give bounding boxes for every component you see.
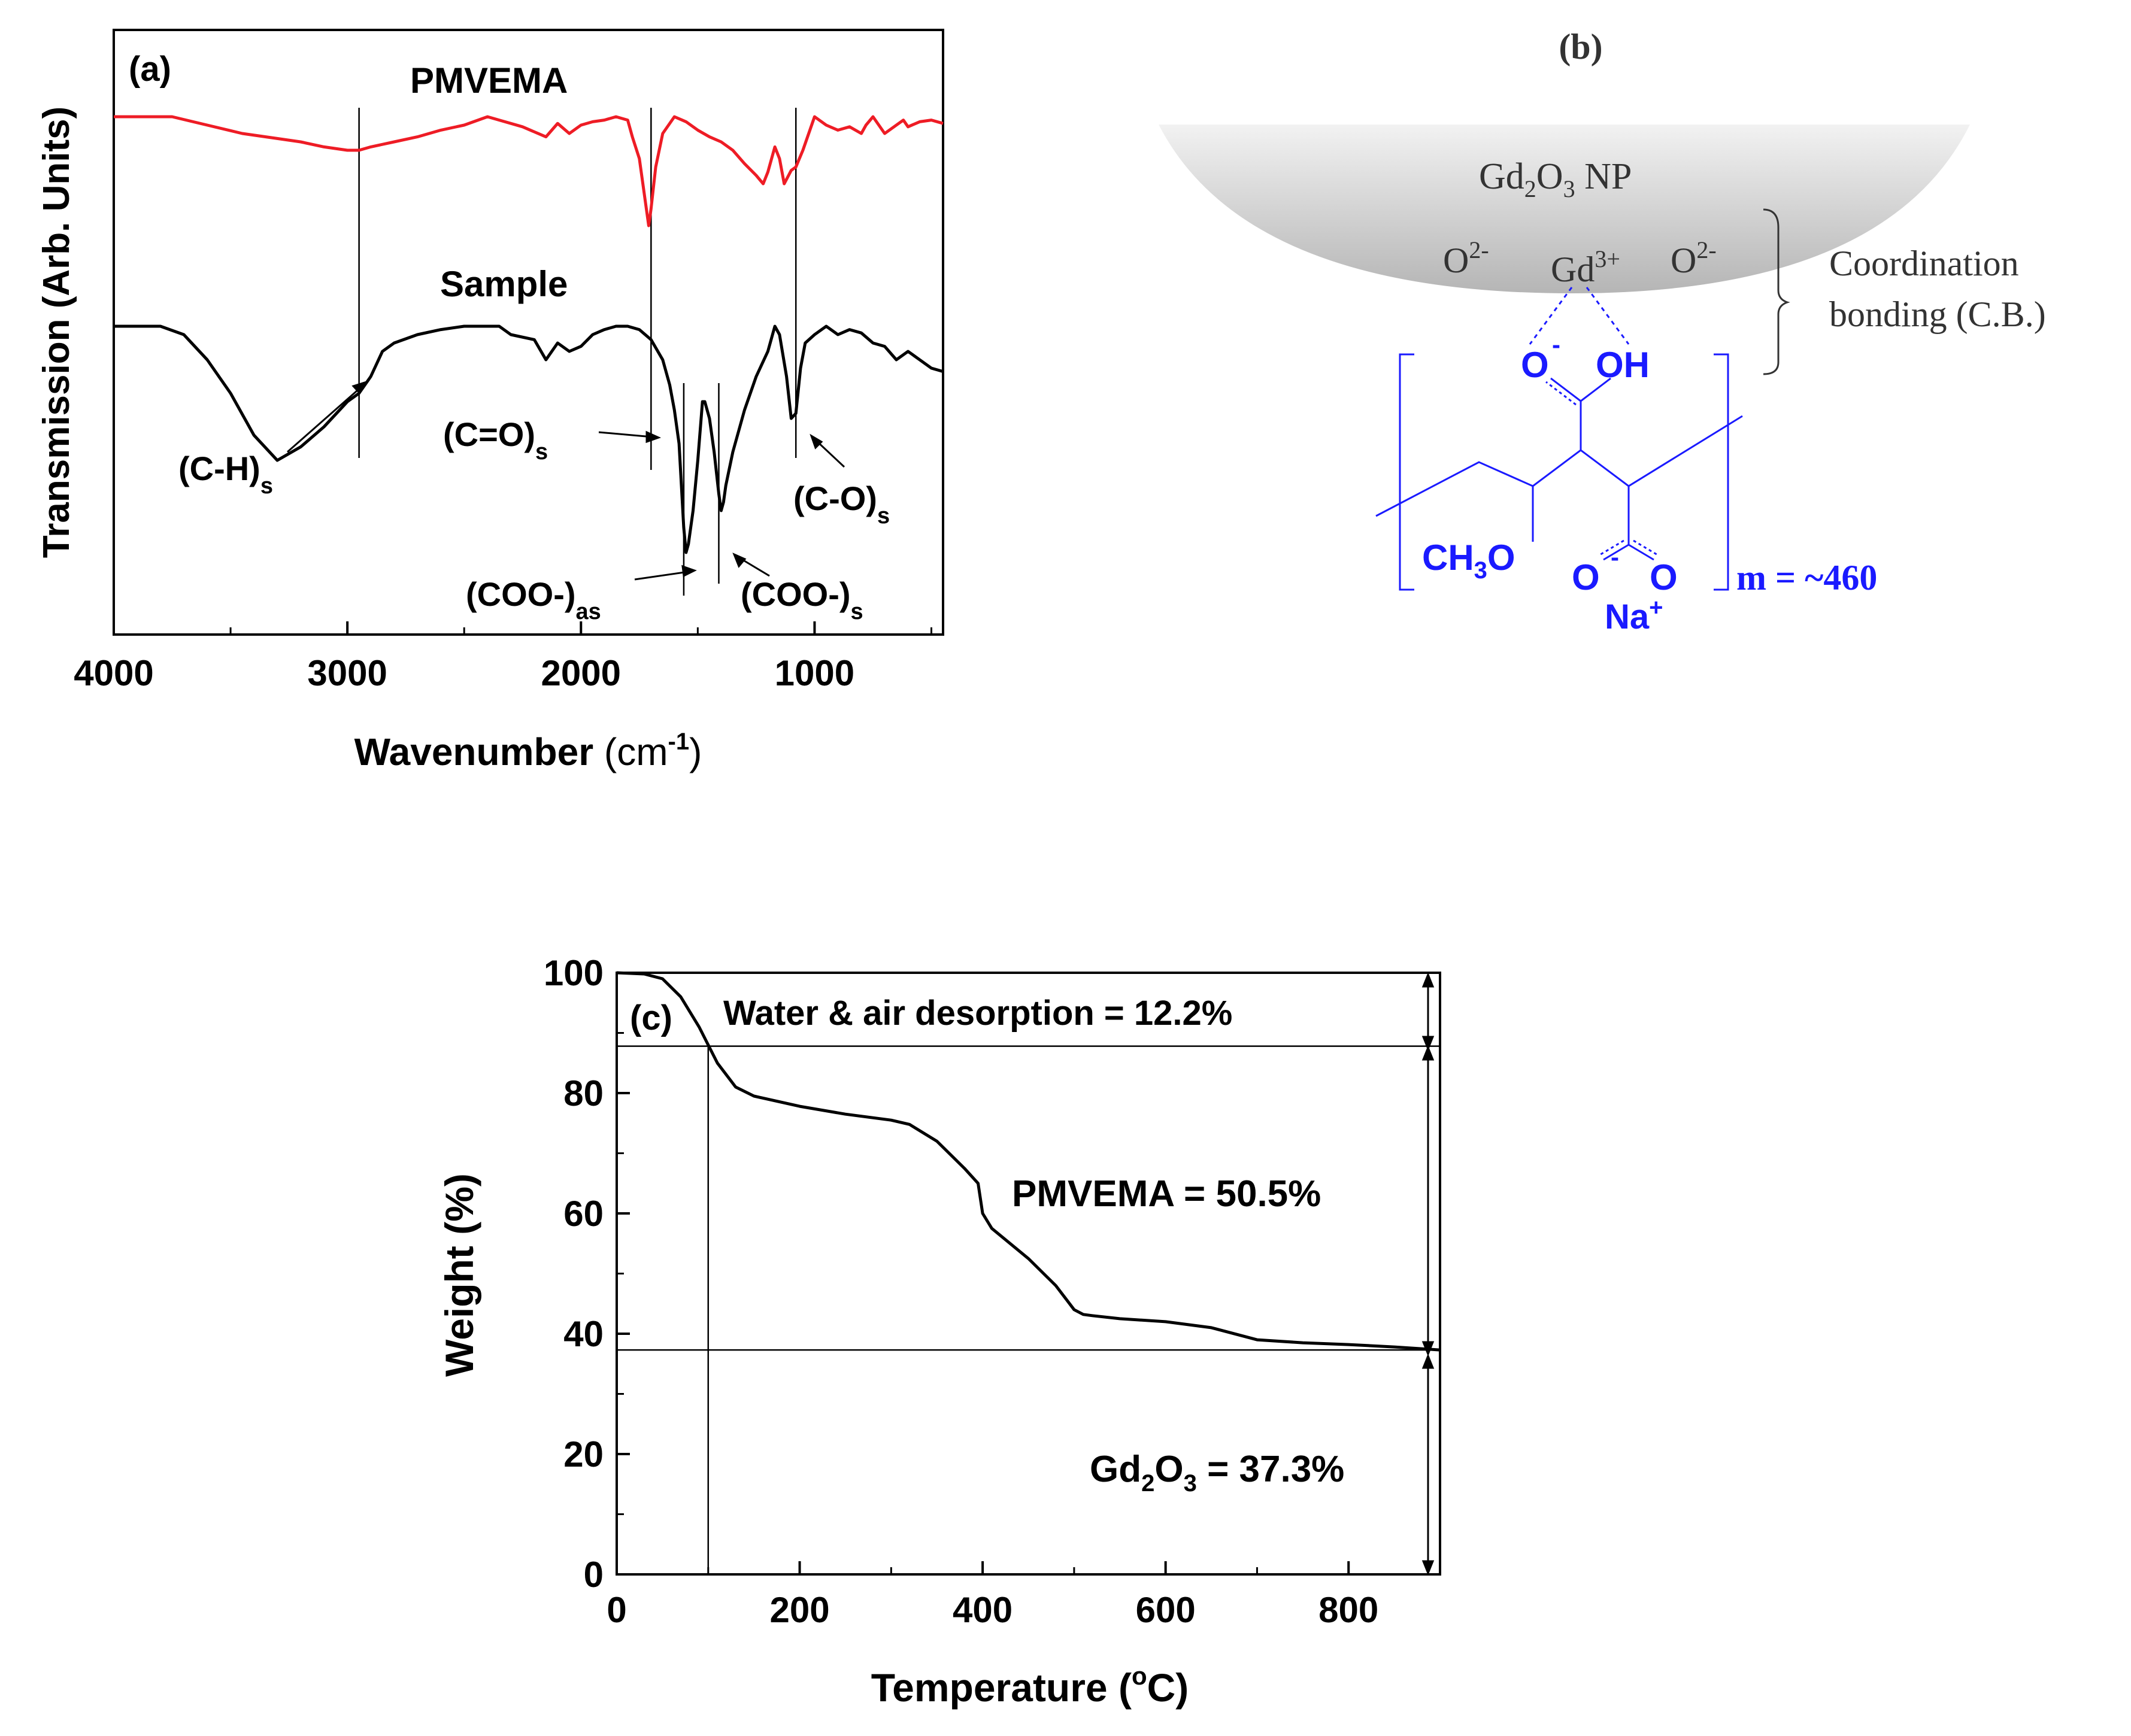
sodium-ion: Na+: [1605, 594, 1663, 636]
panel-a-marker-lines: [358, 108, 797, 596]
series-label-pmvema: PMVEMA: [410, 60, 568, 101]
panel-a-series: [114, 115, 944, 554]
arrow-ch-head: [351, 380, 369, 394]
range-arrow-water-head-bottom: [1421, 1036, 1435, 1052]
series-label-sample: Sample: [440, 264, 568, 304]
x-tick-label-4000: 4000: [74, 653, 153, 693]
range-arrow-gd2o3-head-bottom: [1421, 1560, 1435, 1576]
repeat-bracket-right: [1714, 353, 1729, 591]
repeat-unit-count: m = ~460: [1736, 558, 1877, 597]
annotation-pmvema-loss: PMVEMA = 50.5%: [1012, 1173, 1321, 1215]
panel-c-series: [616, 971, 1441, 1352]
panel-c-x-axis-label: Temperature (oC): [871, 1662, 1189, 1710]
panel-c-label: (c): [630, 998, 672, 1037]
carboxyl-bond-1a: [1550, 377, 1581, 402]
polymer-backbone: [1375, 415, 1743, 517]
annotation-coo-asym: (COO-)as: [466, 575, 601, 624]
nanoparticle-label: Gd2O3 NP: [1479, 156, 1632, 202]
coordination-label-line1: Coordination: [1829, 244, 2019, 283]
carboxyl-resonance-1: [1545, 381, 1577, 406]
c-x-tick-label-400: 400: [953, 1590, 1013, 1630]
gadolinium-ion: Gd3+: [1551, 245, 1620, 289]
arrow-coo-sym-head: [732, 553, 747, 568]
range-arrow-pmvema-head-top: [1421, 1045, 1435, 1061]
arrow-coo-asym-head: [681, 564, 697, 578]
panel-a-frame: [113, 29, 944, 636]
c-x-tick-label-600: 600: [1136, 1590, 1196, 1630]
panel-b-schematic: (b) Gd2O3 NP O2- Gd3+ O2- Coordination b…: [1159, 27, 2046, 636]
arrow-ch: [287, 385, 363, 453]
range-arrow-water-head-top: [1421, 972, 1435, 988]
annotation-gd2o3-residue: Gd2O3 = 37.3%: [1090, 1449, 1344, 1497]
carboxylate-bond-2a: [1603, 544, 1629, 561]
panel-c-ticks: 0 200 400 600 800 0 20 40 60 80 100: [544, 953, 1378, 1630]
arrow-co-single: [814, 439, 845, 468]
charge-minus-1: -: [1552, 330, 1560, 359]
coordination-brace: [1763, 208, 1790, 375]
atom-o-1: O: [1521, 345, 1549, 385]
x-tick-label-1000: 1000: [775, 653, 854, 693]
panel-a-x-ticks: 4000 3000 2000 1000: [74, 621, 932, 693]
charge-minus-2: -: [1611, 543, 1619, 571]
panel-c-range-arrows: [1421, 972, 1435, 1576]
panel-a-x-axis-label: Wavenumber (cm-1): [354, 729, 702, 773]
arrow-coo-asym: [634, 570, 689, 581]
oxide-ion-left: O2-: [1443, 236, 1489, 280]
panel-a-arrows: [287, 380, 845, 581]
x-tick-label-3000: 3000: [307, 653, 387, 693]
carboxylate-bond-2b: [1628, 544, 1654, 561]
c-y-tick-label-0: 0: [584, 1555, 604, 1595]
tga-curve: [616, 971, 1441, 1352]
range-arrow-pmvema-head-bottom: [1421, 1341, 1435, 1357]
methoxy-group: CH3O: [1422, 538, 1515, 584]
atom-oh: OH: [1596, 345, 1650, 385]
annotation-water-desorption: Water & air desorption = 12.2%: [723, 994, 1232, 1033]
atom-o-2: O: [1572, 557, 1600, 597]
annotation-ch-stretch: (C-H)s: [178, 450, 273, 499]
arrow-co-single-head: [810, 433, 823, 450]
annotation-coo-sym: (COO-)s: [741, 575, 863, 624]
repeat-bracket-left: [1399, 353, 1414, 591]
coordination-label-line2: bonding (C.B.): [1829, 295, 2046, 334]
carboxylate-resonance-2a: [1598, 539, 1624, 557]
carboxylate-resonance-2b: [1633, 539, 1659, 557]
nanoparticle-shape: [1159, 125, 1970, 293]
panel-a-label: (a): [129, 50, 171, 89]
c-y-tick-label-20: 20: [563, 1434, 604, 1474]
c-x-tick-label-0: 0: [607, 1590, 626, 1630]
oxide-ion-right: O2-: [1671, 236, 1717, 280]
arrow-co-double-head: [645, 430, 662, 444]
c-y-tick-label-60: 60: [563, 1194, 604, 1234]
coordination-bond-1: [1529, 287, 1573, 345]
arrow-co-double: [598, 431, 653, 438]
panel-a-ftir: 4000 3000 2000 1000 (a) PMVEMA Sample (C-H)…: [36, 29, 944, 773]
range-arrow-gd2o3-head-top: [1421, 1353, 1435, 1369]
molecule-bonds: [1375, 287, 1743, 591]
panel-a-y-axis-label: Transmission (Arb. Units): [36, 107, 77, 558]
panel-c-tga: 0 200 400 600 800 0 20 40 60 80 100 (c) Water & ai…: [437, 953, 1441, 1710]
carboxyl-bond-1b: [1580, 377, 1611, 402]
c-y-tick-label-40: 40: [563, 1314, 604, 1354]
series-line-sample: [114, 324, 944, 554]
annotation-co-single-stretch: (C-O)s: [793, 479, 890, 529]
c-x-tick-label-200: 200: [770, 1590, 830, 1630]
panel-c-reference-lines: [617, 1045, 1440, 1574]
c-y-tick-label-80: 80: [563, 1073, 604, 1113]
panel-b-label: (b): [1559, 27, 1602, 66]
series-line-pmvema: [114, 115, 944, 227]
c-y-tick-label-100: 100: [544, 953, 604, 993]
c-x-tick-label-800: 800: [1318, 1590, 1378, 1630]
coordination-bond-2: [1586, 287, 1630, 345]
annotation-co-double-stretch: (C=O)s: [443, 415, 548, 465]
atom-o-3: O: [1650, 557, 1678, 597]
panel-c-y-axis-label: Weight (%): [437, 1173, 481, 1377]
x-tick-label-2000: 2000: [541, 653, 621, 693]
